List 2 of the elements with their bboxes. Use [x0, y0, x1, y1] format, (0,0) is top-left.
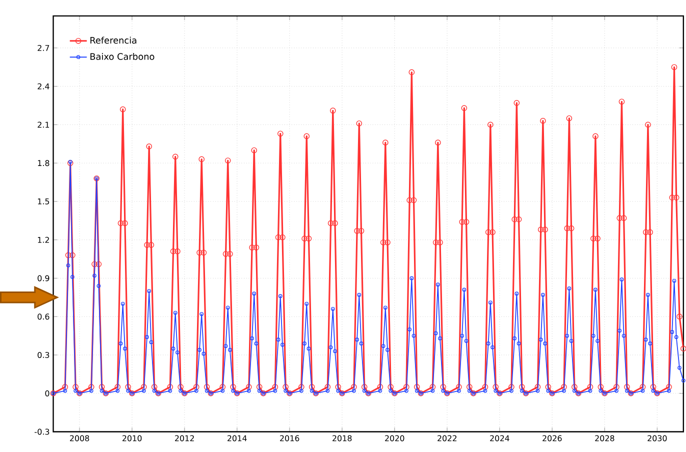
legend-label: Referencia: [90, 36, 136, 44]
legend-label: Baixo Carbono: [90, 53, 154, 60]
